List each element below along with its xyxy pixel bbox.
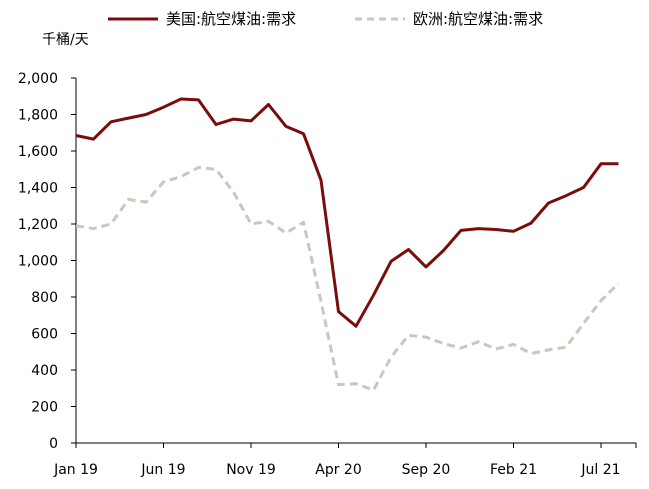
- series-line-europe: [75, 165, 620, 392]
- x-tick-label: Feb 21: [490, 462, 537, 478]
- x-tick-label: Apr 20: [315, 462, 361, 478]
- legend-label-us: 美国:航空煤油:需求: [166, 10, 296, 28]
- y-tick-label: 400: [31, 363, 58, 379]
- series-layer: [75, 97, 620, 392]
- y-tick-label: 1,000: [18, 254, 58, 270]
- y-tick-label: 200: [31, 400, 58, 416]
- y-tick-label: 0: [49, 436, 58, 452]
- x-axis-ticks: Jan 19 Jun 19 Nov 19 Apr 20 Sep 20 Feb 21 Jul …: [53, 443, 637, 478]
- series-line-us: [75, 97, 619, 328]
- y-tick-label: 1,400: [18, 181, 58, 197]
- y-tick-label: 600: [31, 327, 58, 343]
- legend: 美国:航空煤油:需求 欧洲:航空煤油:需求: [108, 10, 543, 28]
- y-axis-ticks: 0 200 400 600 800 1,000 1,200 1,400 1,600 1,800 2,…: [18, 71, 76, 452]
- legend-label-europe: 欧洲:航空煤油:需求: [413, 10, 543, 28]
- y-tick-label: 1,600: [18, 144, 58, 160]
- y-tick-label: 800: [31, 290, 58, 306]
- x-tick-label: Jul 21: [580, 462, 620, 478]
- x-tick-label: Jan 19: [53, 462, 98, 478]
- y-tick-label: 1,800: [18, 108, 58, 124]
- x-tick-label: Nov 19: [226, 462, 276, 478]
- x-tick-label: Sep 20: [402, 462, 451, 478]
- y-tick-label: 2,000: [18, 71, 58, 87]
- y-axis-unit-label: 千桶/天: [42, 32, 89, 48]
- x-tick-label: Jun 19: [140, 462, 185, 478]
- y-tick-label: 1,200: [18, 217, 58, 233]
